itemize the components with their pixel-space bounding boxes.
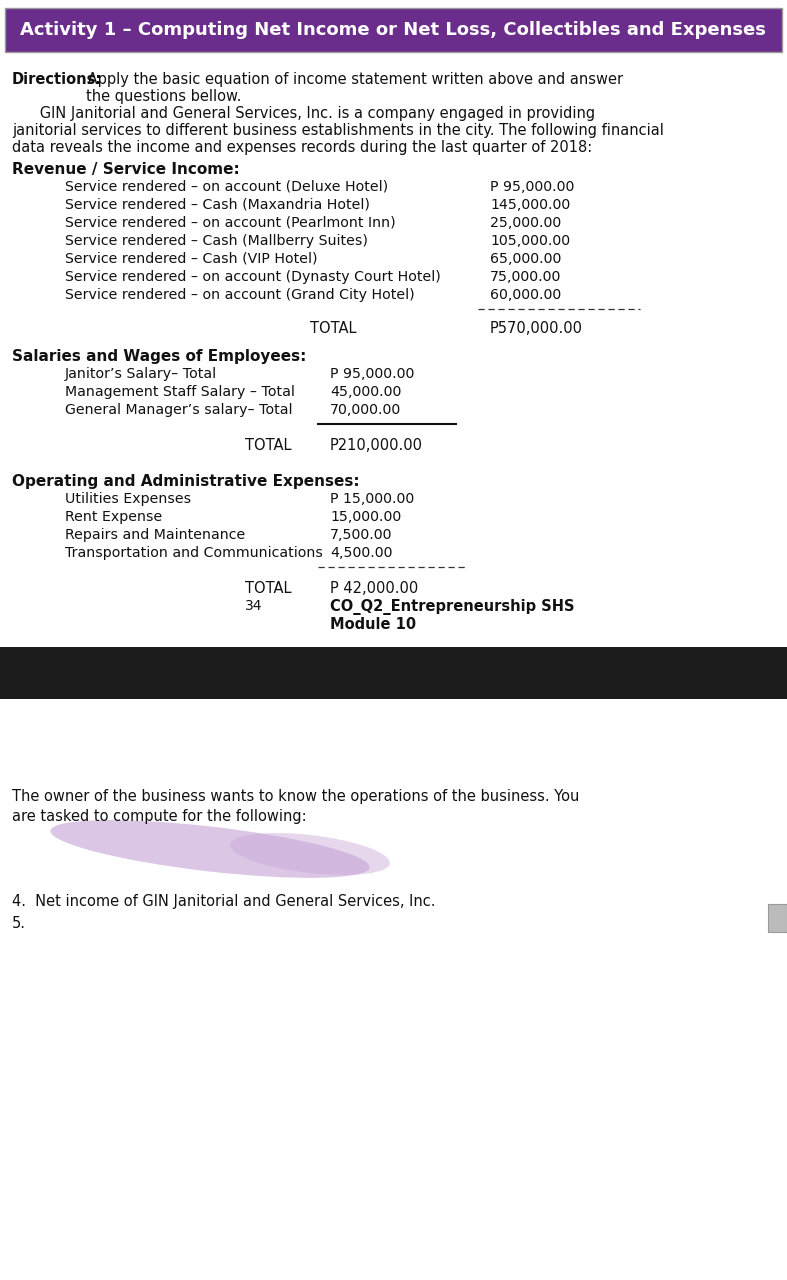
Text: TOTAL: TOTAL (245, 438, 301, 453)
Text: Service rendered – Cash (VIP Hotel): Service rendered – Cash (VIP Hotel) (65, 252, 317, 266)
Text: 7,500.00: 7,500.00 (330, 527, 393, 541)
Text: P 95,000.00: P 95,000.00 (490, 180, 575, 195)
Text: 25,000.00: 25,000.00 (490, 216, 561, 230)
Ellipse shape (50, 820, 370, 878)
Text: Rent Expense: Rent Expense (65, 509, 162, 524)
Text: 70,000.00: 70,000.00 (330, 403, 401, 417)
Text: 5.: 5. (12, 916, 26, 931)
Text: P 95,000.00: P 95,000.00 (330, 367, 415, 381)
Text: Utilities Expenses: Utilities Expenses (65, 492, 191, 506)
Text: Janitor’s Salary– Total: Janitor’s Salary– Total (65, 367, 217, 381)
Text: P 42,000.00: P 42,000.00 (330, 581, 418, 596)
Text: Module 10: Module 10 (330, 617, 416, 632)
Text: janitorial services to different business establishments in the city. The follow: janitorial services to different busines… (12, 123, 664, 138)
Text: General Manager’s salary– Total: General Manager’s salary– Total (65, 403, 293, 417)
Text: 105,000.00: 105,000.00 (490, 234, 570, 248)
Text: 34: 34 (245, 599, 263, 613)
Text: P570,000.00: P570,000.00 (490, 321, 583, 335)
Text: Service rendered – on account (Dynasty Court Hotel): Service rendered – on account (Dynasty C… (65, 270, 441, 284)
Text: 15,000.00: 15,000.00 (330, 509, 401, 524)
Bar (768, 904, 787, 932)
Text: Activity 1 – Computing Net Income or Net Loss, Collectibles and Expenses: Activity 1 – Computing Net Income or Net… (20, 20, 766, 38)
Text: Repairs and Maintenance: Repairs and Maintenance (65, 527, 246, 541)
Text: Directions:: Directions: (12, 72, 102, 87)
Text: TOTAL: TOTAL (245, 581, 291, 596)
Text: 75,000.00: 75,000.00 (490, 270, 561, 284)
Ellipse shape (230, 833, 390, 876)
Text: P210,000.00: P210,000.00 (330, 438, 423, 453)
Text: CO_Q2_Entrepreneurship SHS: CO_Q2_Entrepreneurship SHS (330, 599, 575, 614)
Text: Salaries and Wages of Employees:: Salaries and Wages of Employees: (12, 349, 306, 364)
Text: are tasked to compute for the following:: are tasked to compute for the following: (12, 809, 307, 824)
Text: the questions bellow.: the questions bellow. (12, 90, 242, 104)
Text: 65,000.00: 65,000.00 (490, 252, 561, 266)
Text: GIN Janitorial and General Services, Inc. is a company engaged in providing: GIN Janitorial and General Services, Inc… (12, 106, 595, 122)
Text: 4.  Net income of GIN Janitorial and General Services, Inc.: 4. Net income of GIN Janitorial and Gene… (12, 893, 435, 909)
Text: 60,000.00: 60,000.00 (490, 288, 561, 302)
Text: 4,500.00: 4,500.00 (330, 547, 393, 561)
Text: Transportation and Communications: Transportation and Communications (65, 547, 323, 561)
Text: 45,000.00: 45,000.00 (330, 385, 401, 399)
Text: TOTAL: TOTAL (310, 321, 357, 335)
Text: Service rendered – Cash (Mallberry Suites): Service rendered – Cash (Mallberry Suite… (65, 234, 368, 248)
Text: data reveals the income and expenses records during the last quarter of 2018:: data reveals the income and expenses rec… (12, 140, 593, 155)
Text: Revenue / Service Income:: Revenue / Service Income: (12, 163, 240, 177)
Bar (0, 646, 787, 699)
Text: P 15,000.00: P 15,000.00 (330, 492, 414, 506)
Text: 145,000.00: 145,000.00 (490, 198, 571, 212)
Text: Operating and Administrative Expenses:: Operating and Administrative Expenses: (12, 474, 360, 489)
Text: Service rendered – Cash (Maxandria Hotel): Service rendered – Cash (Maxandria Hotel… (65, 198, 370, 212)
Text: The owner of the business wants to know the operations of the business. You: The owner of the business wants to know … (12, 788, 579, 804)
Text: Service rendered – on account (Pearlmont Inn): Service rendered – on account (Pearlmont… (65, 216, 396, 230)
Bar (5, 8, 782, 52)
Text: Service rendered – on account (Deluxe Hotel): Service rendered – on account (Deluxe Ho… (65, 180, 388, 195)
Text: Service rendered – on account (Grand City Hotel): Service rendered – on account (Grand Cit… (65, 288, 415, 302)
Text: Management Staff Salary – Total: Management Staff Salary – Total (65, 385, 295, 399)
Text: Apply the basic equation of income statement written above and answer: Apply the basic equation of income state… (83, 72, 623, 87)
